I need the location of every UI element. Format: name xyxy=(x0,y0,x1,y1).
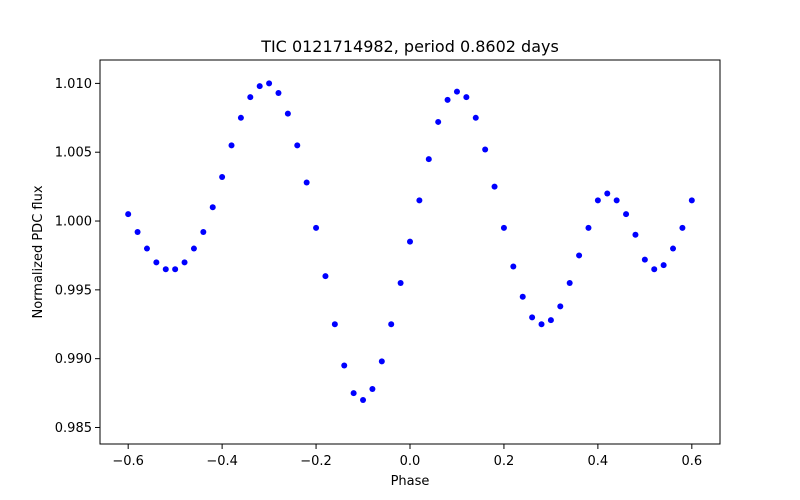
x-axis-label: Phase xyxy=(391,474,430,489)
data-point xyxy=(407,238,413,245)
data-point xyxy=(510,263,517,270)
chart-title: TIC 0121714982, period 0.8602 days xyxy=(260,37,559,56)
data-point xyxy=(444,96,451,103)
data-point xyxy=(519,293,526,300)
y-axis-ticks: 0.985 0.990 0.995 1.000 1.005 1.010 xyxy=(55,77,100,436)
data-point xyxy=(200,229,207,236)
data-point xyxy=(416,197,423,204)
data-point xyxy=(651,266,658,273)
data-point xyxy=(547,317,554,324)
data-point xyxy=(294,142,301,149)
data-point xyxy=(660,262,667,269)
data-point xyxy=(247,94,254,101)
data-point xyxy=(623,211,630,218)
data-point xyxy=(425,156,432,163)
data-point xyxy=(585,224,592,231)
y-axis-label: Normalized PDC flux xyxy=(31,185,46,318)
data-point xyxy=(275,90,282,97)
data-point xyxy=(472,114,479,121)
data-point xyxy=(153,259,160,266)
data-point xyxy=(172,266,179,273)
data-point xyxy=(303,179,310,186)
y-tick-label: 1.005 xyxy=(55,146,92,161)
data-point xyxy=(360,396,367,403)
data-point xyxy=(162,266,169,273)
data-point xyxy=(463,94,470,101)
data-point xyxy=(388,321,395,328)
data-point xyxy=(482,146,489,153)
x-tick-label: −0.2 xyxy=(300,454,332,469)
data-point xyxy=(679,224,686,231)
data-point xyxy=(435,118,442,125)
data-point xyxy=(181,259,188,266)
data-point xyxy=(350,390,357,397)
data-point xyxy=(641,256,648,263)
data-point xyxy=(237,114,244,121)
data-point xyxy=(219,173,226,180)
data-point xyxy=(331,321,338,328)
data-point xyxy=(491,183,498,190)
x-tick-label: −0.4 xyxy=(206,454,238,469)
data-point xyxy=(313,224,320,231)
data-point xyxy=(397,279,404,286)
data-points xyxy=(125,80,695,403)
data-point xyxy=(500,224,507,231)
data-point xyxy=(538,321,545,328)
data-point xyxy=(453,88,460,95)
x-tick-label: −0.6 xyxy=(112,454,144,469)
x-tick-label: 0.0 xyxy=(400,454,421,469)
data-point xyxy=(228,142,235,149)
data-point xyxy=(322,273,329,280)
data-point xyxy=(143,245,150,252)
data-point xyxy=(613,197,620,204)
data-point xyxy=(190,245,197,252)
data-point xyxy=(566,279,573,286)
data-point xyxy=(632,231,639,238)
y-tick-label: 1.000 xyxy=(55,215,92,230)
y-tick-label: 1.010 xyxy=(55,77,92,92)
y-tick-label: 0.990 xyxy=(55,352,92,367)
data-point xyxy=(134,229,141,236)
data-point xyxy=(594,197,601,204)
x-tick-label: 0.4 xyxy=(588,454,609,469)
data-point xyxy=(529,314,536,321)
data-point xyxy=(209,204,216,211)
data-point xyxy=(266,80,273,87)
data-point xyxy=(256,83,263,90)
data-point xyxy=(604,190,611,197)
data-point xyxy=(125,211,132,218)
x-tick-label: 0.2 xyxy=(494,454,515,469)
y-tick-label: 0.985 xyxy=(55,421,92,436)
data-point xyxy=(341,362,348,369)
y-tick-label: 0.995 xyxy=(55,283,92,298)
data-point xyxy=(688,197,695,204)
x-tick-label: 0.6 xyxy=(681,454,702,469)
data-point xyxy=(557,303,564,310)
plot-area xyxy=(100,60,720,444)
data-point xyxy=(576,252,583,259)
data-point xyxy=(378,358,385,365)
data-point xyxy=(284,110,291,117)
data-point xyxy=(670,245,677,252)
data-point xyxy=(369,385,376,392)
x-axis-ticks: −0.6 −0.4 −0.2 0.0 0.2 0.4 0.6 xyxy=(112,444,702,469)
